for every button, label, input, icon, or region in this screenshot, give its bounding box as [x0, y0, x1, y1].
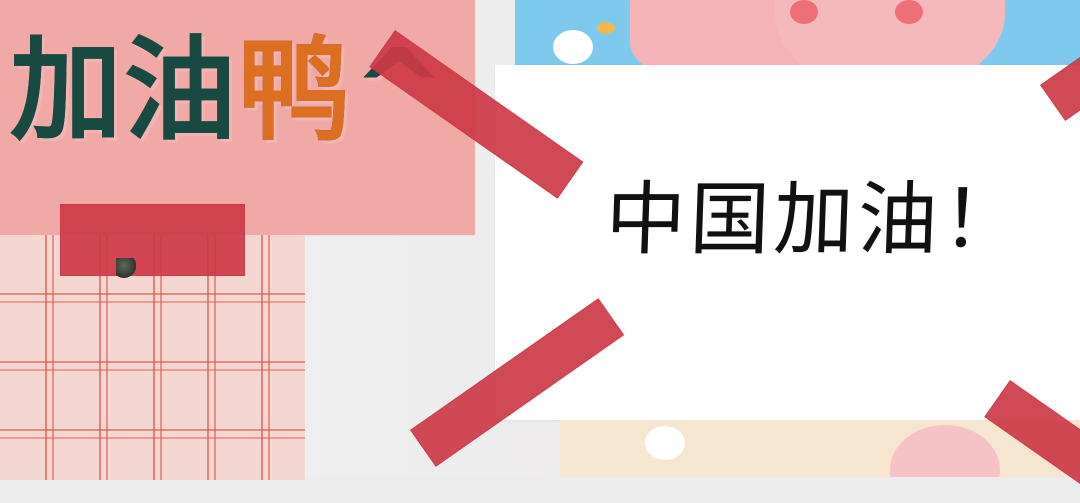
duck-beak-icon	[597, 22, 615, 34]
push-pin-icon	[116, 258, 136, 280]
cartoon-card-top	[515, 0, 1080, 70]
pink-sign-text-part-2: 鸭	[238, 26, 352, 156]
cartoon-cheek-icon	[790, 0, 818, 24]
pink-sign-text-part-1: 加油	[10, 26, 238, 156]
tape-strip-pink-card	[60, 204, 245, 276]
duck-icon	[553, 30, 593, 64]
flower-icon	[645, 426, 685, 460]
cartoon-cheek-icon	[895, 0, 923, 24]
cartoon-card-bottom	[560, 420, 1080, 477]
white-message-card: 中国加油！	[495, 65, 1080, 420]
pink-sign-text: 加油鸭^	[10, 35, 480, 185]
bear-face-icon	[890, 425, 1000, 477]
white-card-text: 中国加油！	[604, 173, 1028, 266]
